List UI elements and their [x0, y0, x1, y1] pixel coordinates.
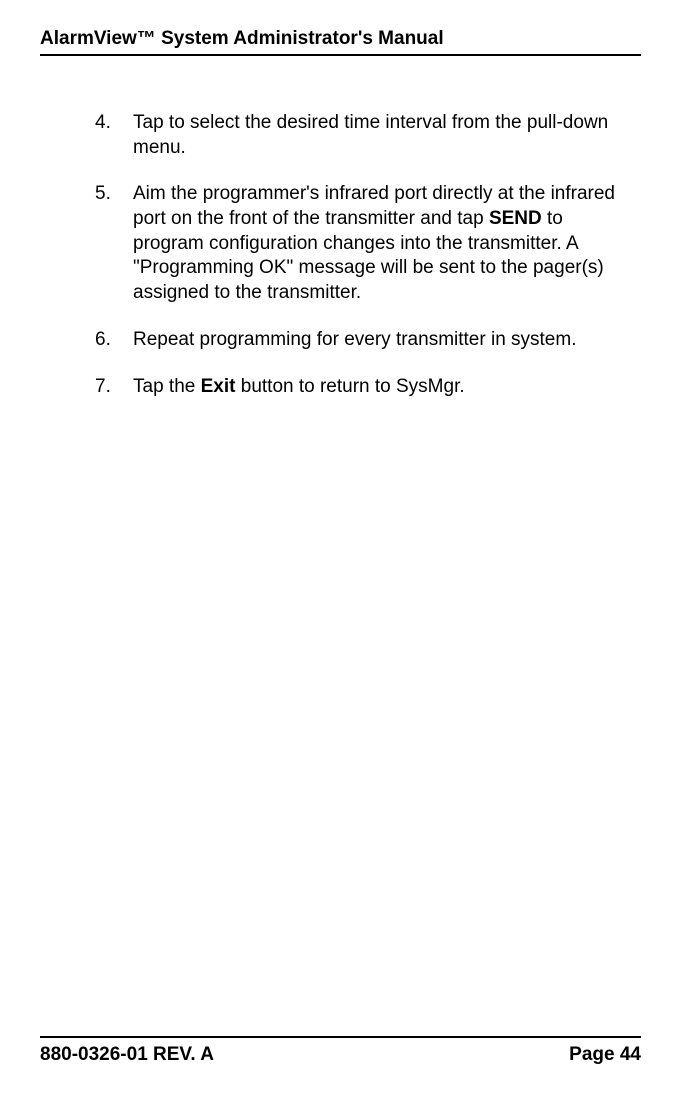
footer-rule — [40, 1036, 641, 1038]
footer: 880-0326-01 REV. A Page 44 — [40, 1036, 641, 1066]
list-number: 6. — [95, 328, 133, 353]
list-text: Tap to select the desired time interval … — [133, 111, 636, 160]
list-number: 4. — [95, 111, 133, 160]
footer-right: Page 44 — [569, 1044, 641, 1066]
list-text: Aim the programmer's infrared port direc… — [133, 182, 636, 305]
text-bold: SEND — [489, 208, 542, 229]
footer-row: 880-0326-01 REV. A Page 44 — [40, 1044, 641, 1066]
content: 4. Tap to select the desired time interv… — [40, 111, 641, 399]
list-item: 7. Tap the Exit button to return to SysM… — [95, 375, 636, 400]
page: AlarmView™ System Administrator's Manual… — [0, 0, 681, 1096]
header-rule — [40, 54, 641, 56]
text-bold: Exit — [201, 376, 236, 397]
header: AlarmView™ System Administrator's Manual — [40, 28, 641, 56]
text-pre: Tap the — [133, 376, 201, 397]
list-text: Tap the Exit button to return to SysMgr. — [133, 375, 636, 400]
text-post: button to return to SysMgr. — [235, 376, 464, 397]
list-number: 7. — [95, 375, 133, 400]
list-item: 5. Aim the programmer's infrared port di… — [95, 182, 636, 305]
list-item: 6. Repeat programming for every transmit… — [95, 328, 636, 353]
list-text: Repeat programming for every transmitter… — [133, 328, 636, 353]
header-title: AlarmView™ System Administrator's Manual — [40, 28, 641, 50]
footer-left: 880-0326-01 REV. A — [40, 1044, 214, 1066]
list-item: 4. Tap to select the desired time interv… — [95, 111, 636, 160]
list-number: 5. — [95, 182, 133, 305]
